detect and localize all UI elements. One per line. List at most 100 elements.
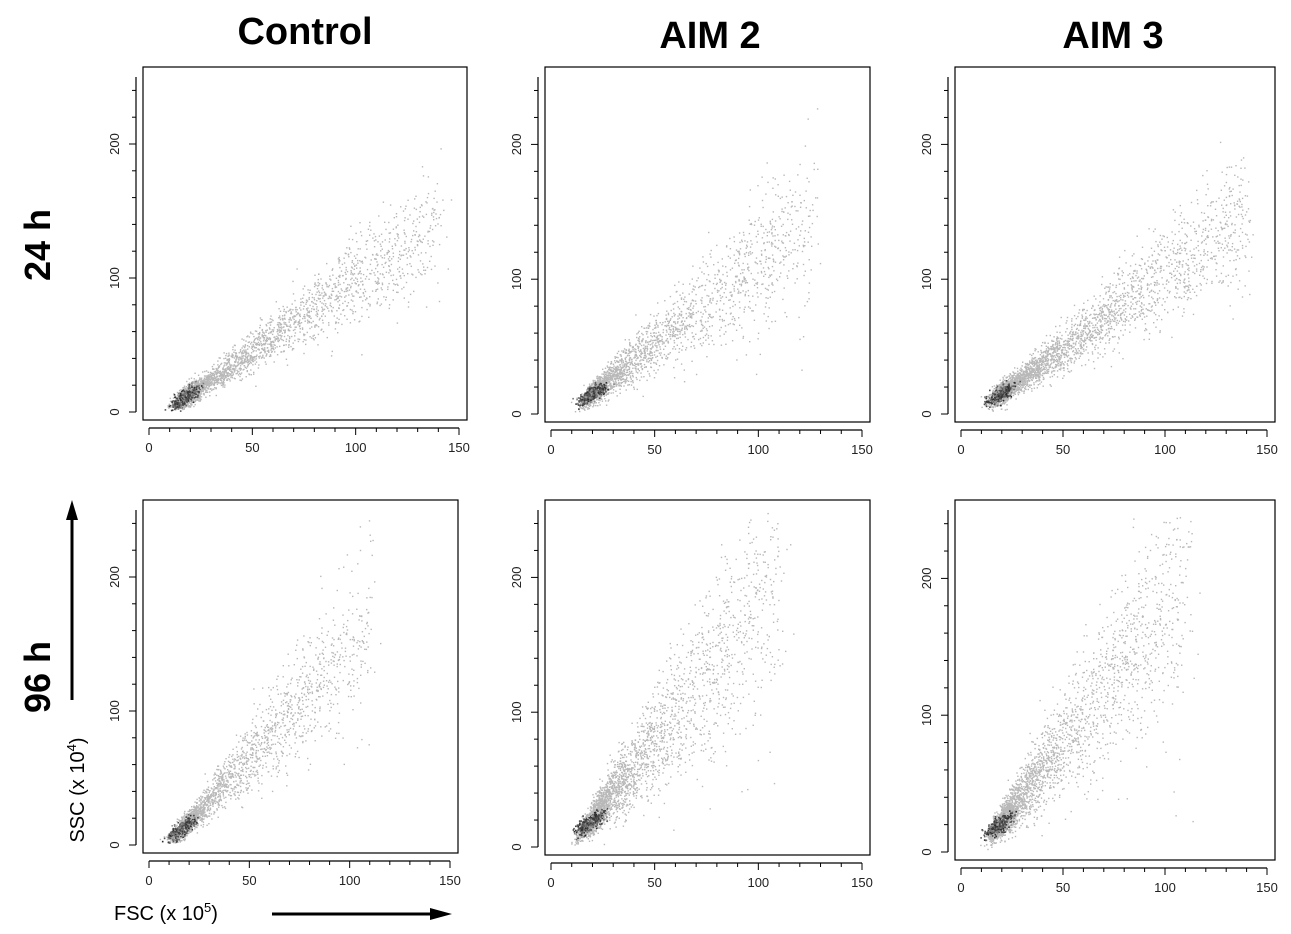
scatter-point (732, 300, 735, 303)
scatter-point (168, 403, 170, 406)
scatter-point (592, 379, 594, 382)
scatter-point-dense (193, 397, 195, 399)
scatter-point (667, 353, 669, 355)
scatter-point (215, 369, 218, 371)
scatter-point (407, 199, 409, 201)
scatter-point (199, 399, 202, 401)
scatter-point (311, 308, 313, 310)
scatter-point (360, 296, 362, 298)
scatter-point (259, 327, 261, 329)
scatter-point (616, 383, 618, 386)
scatter-point (197, 381, 200, 383)
scatter-point (202, 385, 204, 387)
scatter-point (609, 378, 612, 380)
scatter-point (587, 407, 589, 409)
scatter-point (716, 244, 718, 247)
scatter-point (669, 334, 672, 336)
scatter-point (708, 313, 710, 316)
scatter-point (784, 207, 786, 209)
scatter-point (745, 291, 747, 293)
scatter-point (440, 148, 442, 150)
scatter-point (431, 212, 433, 215)
scatter-point (245, 376, 247, 378)
scatter-point (333, 315, 335, 317)
scatter-point (307, 322, 309, 324)
scatter-point (664, 345, 667, 347)
scatter-point (235, 367, 237, 369)
scatter-point (720, 344, 723, 346)
scatter-point (381, 248, 383, 250)
scatter-point (213, 378, 215, 380)
scatter-point (770, 229, 773, 231)
scatter-point (189, 386, 191, 388)
scatter-point (330, 355, 333, 357)
scatter-point (655, 363, 658, 365)
scatter-point (239, 369, 242, 371)
scatter-point-dense (192, 393, 194, 396)
scatter-point (211, 389, 213, 392)
scatter-point (736, 359, 738, 361)
scatter-point (196, 394, 198, 396)
scatter-point (704, 309, 706, 311)
scatter-point (224, 377, 226, 380)
scatter-point (247, 352, 250, 354)
scatter-point (381, 257, 383, 259)
y-tick-label: 200 (107, 133, 122, 155)
scatter-point (299, 315, 301, 318)
scatter-point (200, 377, 203, 380)
scatter-point (643, 350, 645, 352)
scatter-point (287, 329, 290, 331)
scatter-point (619, 377, 621, 380)
scatter-point (224, 362, 227, 364)
scatter-point (207, 388, 210, 390)
scatter-point (223, 373, 225, 376)
scatter-point (438, 300, 441, 303)
scatter-point (738, 290, 740, 292)
scatter-point (783, 174, 785, 176)
scatter-point (216, 368, 218, 370)
scatter-point (284, 329, 286, 331)
scatter-point (665, 355, 668, 357)
scatter-point (246, 345, 249, 347)
scatter-point (347, 302, 350, 304)
scatter-point (231, 364, 233, 366)
scatter-point (614, 374, 616, 376)
scatter-point (242, 357, 244, 359)
scatter-point (318, 294, 320, 296)
scatter-point (403, 297, 405, 299)
scatter-point (610, 386, 612, 388)
scatter-point (276, 328, 279, 331)
scatter-point (269, 328, 271, 330)
scatter-point (725, 331, 727, 333)
scatter-point (306, 300, 309, 302)
scatter-point (245, 349, 247, 351)
scatter-point-dense (200, 385, 203, 387)
scatter-point (304, 316, 306, 318)
scatter-point (746, 246, 748, 248)
scatter-point (361, 262, 364, 264)
scatter-point (793, 242, 796, 244)
scatter-point (672, 348, 674, 350)
scatter-point (289, 337, 291, 340)
scatter-point (334, 283, 336, 285)
scatter-point (700, 321, 703, 323)
scatter-point (774, 178, 776, 180)
scatter-point (743, 280, 745, 282)
scatter-point (417, 269, 419, 271)
scatter-point (284, 330, 286, 332)
scatter-point (365, 275, 368, 278)
scatter-point (332, 306, 334, 309)
scatter-point (412, 234, 414, 237)
scatter-point (752, 278, 754, 280)
scatter-point (789, 213, 791, 216)
scatter-point (244, 355, 247, 358)
scatter-point (766, 235, 768, 237)
scatter-point (249, 361, 252, 364)
scatter-point (263, 336, 266, 339)
scatter-point (666, 338, 669, 340)
scatter-point (263, 343, 265, 345)
scatter-point (295, 311, 297, 313)
scatter-point (189, 383, 192, 386)
scatter-point (227, 368, 229, 370)
scatter-point (206, 384, 208, 386)
